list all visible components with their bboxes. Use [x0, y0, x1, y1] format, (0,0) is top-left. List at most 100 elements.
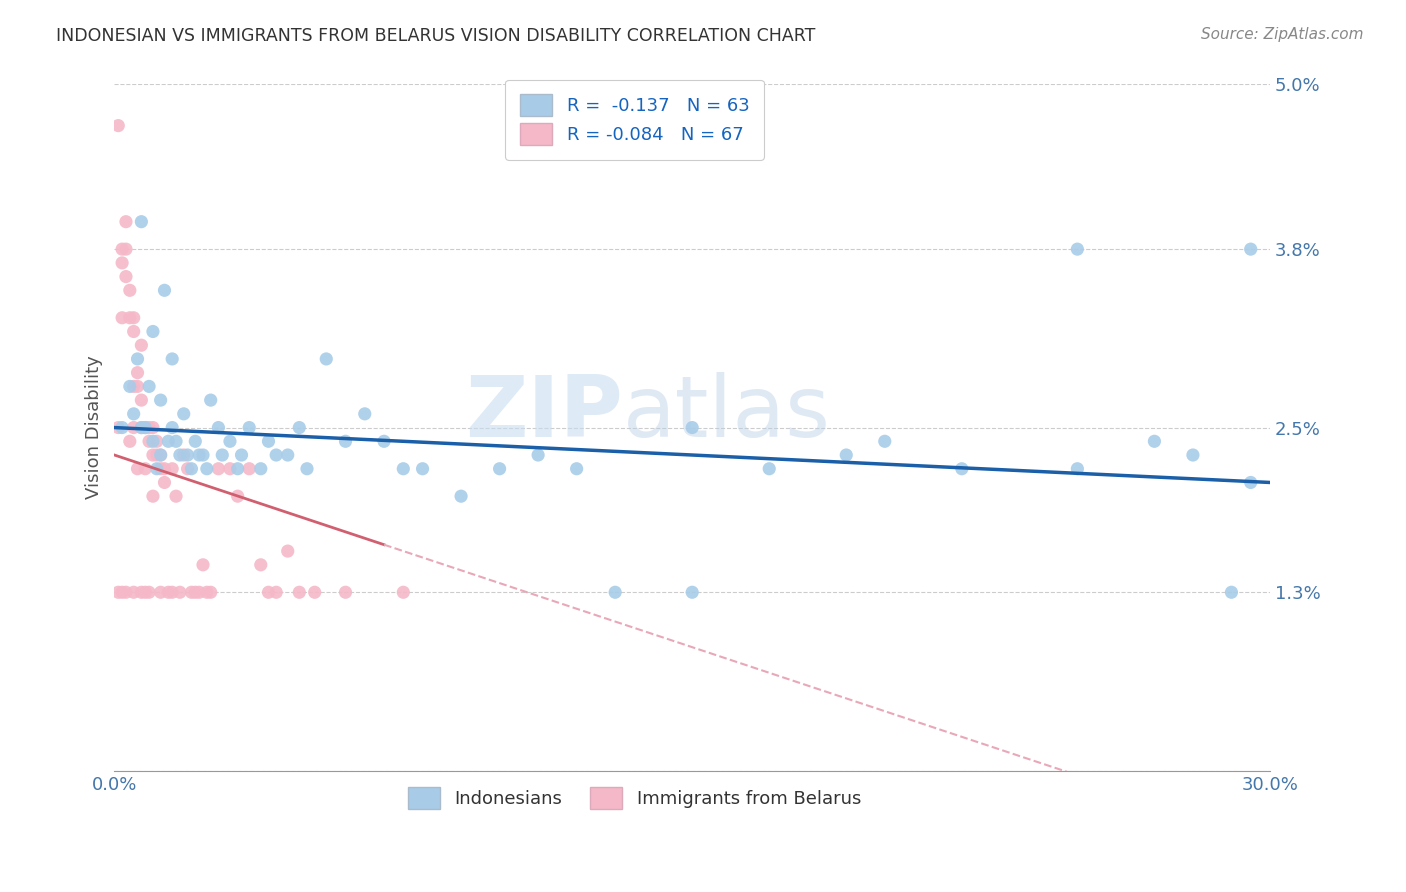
Text: Source: ZipAtlas.com: Source: ZipAtlas.com	[1201, 27, 1364, 42]
Point	[138, 434, 160, 449]
Point	[111, 585, 134, 599]
Point	[226, 489, 249, 503]
Point	[304, 585, 326, 599]
Point	[165, 489, 187, 503]
Legend: Indonesians, Immigrants from Belarus: Indonesians, Immigrants from Belarus	[394, 772, 876, 823]
Point	[180, 585, 202, 599]
Point	[115, 269, 138, 284]
Point	[111, 420, 134, 434]
Point	[160, 585, 183, 599]
Point	[392, 461, 415, 475]
Point	[184, 585, 207, 599]
Point	[169, 448, 191, 462]
Point	[153, 475, 176, 490]
Point	[115, 215, 138, 229]
Point	[219, 461, 242, 475]
Point	[238, 461, 260, 475]
Point	[184, 434, 207, 449]
Point	[565, 461, 588, 475]
Point	[146, 434, 169, 449]
Point	[191, 448, 214, 462]
Point	[873, 434, 896, 449]
Point	[1220, 585, 1243, 599]
Point	[134, 420, 156, 434]
Point	[238, 420, 260, 434]
Point	[127, 366, 149, 380]
Text: INDONESIAN VS IMMIGRANTS FROM BELARUS VISION DISABILITY CORRELATION CHART: INDONESIAN VS IMMIGRANTS FROM BELARUS VI…	[56, 27, 815, 45]
Point	[950, 461, 973, 475]
Point	[134, 420, 156, 434]
Point	[149, 448, 172, 462]
Point	[165, 434, 187, 449]
Point	[131, 420, 153, 434]
Point	[200, 585, 222, 599]
Text: atlas: atlas	[623, 372, 831, 455]
Point	[373, 434, 395, 449]
Point	[111, 256, 134, 270]
Point	[605, 585, 627, 599]
Point	[211, 448, 233, 462]
Point	[200, 393, 222, 408]
Point	[173, 407, 195, 421]
Point	[315, 351, 337, 366]
Point	[488, 461, 510, 475]
Point	[111, 310, 134, 325]
Point	[207, 420, 229, 434]
Point	[134, 585, 156, 599]
Point	[131, 585, 153, 599]
Point	[118, 434, 141, 449]
Point	[107, 420, 129, 434]
Point	[146, 448, 169, 462]
Point	[142, 420, 165, 434]
Point	[353, 407, 375, 421]
Point	[122, 585, 145, 599]
Point	[122, 407, 145, 421]
Point	[169, 585, 191, 599]
Point	[127, 351, 149, 366]
Point	[107, 119, 129, 133]
Point	[138, 420, 160, 434]
Point	[142, 489, 165, 503]
Point	[176, 448, 198, 462]
Point	[188, 448, 211, 462]
Point	[160, 461, 183, 475]
Point	[257, 434, 280, 449]
Point	[835, 448, 858, 462]
Point	[138, 585, 160, 599]
Point	[219, 434, 242, 449]
Point	[257, 585, 280, 599]
Point	[131, 393, 153, 408]
Point	[122, 420, 145, 434]
Point	[264, 448, 287, 462]
Point	[146, 461, 169, 475]
Point	[107, 585, 129, 599]
Point	[412, 461, 434, 475]
Point	[207, 461, 229, 475]
Point	[1066, 242, 1088, 256]
Point	[176, 461, 198, 475]
Point	[115, 585, 138, 599]
Point	[249, 558, 271, 572]
Point	[153, 283, 176, 297]
Text: ZIP: ZIP	[465, 372, 623, 455]
Point	[157, 585, 180, 599]
Point	[277, 544, 299, 558]
Point	[127, 379, 149, 393]
Point	[160, 420, 183, 434]
Point	[149, 393, 172, 408]
Point	[118, 310, 141, 325]
Point	[288, 420, 311, 434]
Point	[191, 558, 214, 572]
Point	[118, 283, 141, 297]
Point	[180, 461, 202, 475]
Point	[1181, 448, 1204, 462]
Point	[758, 461, 780, 475]
Point	[392, 585, 415, 599]
Point	[160, 351, 183, 366]
Point	[195, 585, 218, 599]
Point	[149, 585, 172, 599]
Point	[122, 379, 145, 393]
Point	[527, 448, 550, 462]
Point	[335, 585, 357, 599]
Point	[226, 461, 249, 475]
